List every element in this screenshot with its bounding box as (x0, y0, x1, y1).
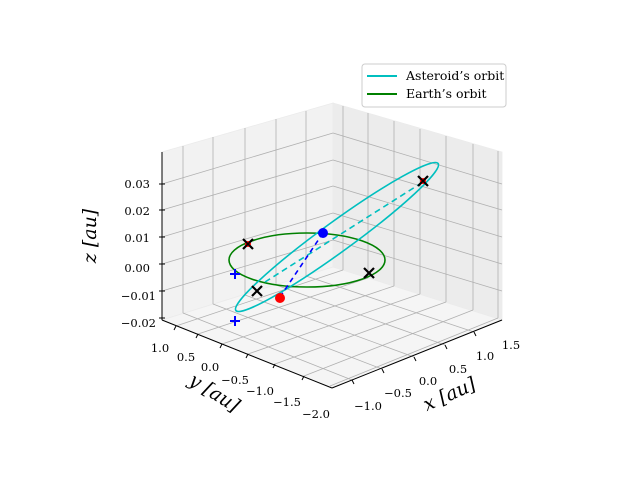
asteroid-apsides-line (264, 181, 424, 283)
y-tick-0.5: 0.5 (177, 350, 195, 364)
earth-position-dot (318, 228, 328, 238)
z-axis-ticks: 0.03 0.02 0.01 0.00 −0.01 −0.02 (121, 177, 165, 330)
legend-label-asteroid: Asteroid’s orbit (405, 68, 504, 83)
y-tick-neg1.5: −1.5 (273, 395, 301, 409)
z-tick-neg0.02: −0.02 (121, 316, 156, 330)
x-tick-0.0: 0.0 (419, 374, 437, 388)
asteroid-orbit (234, 161, 440, 313)
z-tick-0.01: 0.01 (124, 231, 150, 245)
z-tick-0.02: 0.02 (124, 204, 150, 218)
legend: Asteroid’s orbit Earth’s orbit (361, 63, 507, 108)
grid-lines (161, 106, 503, 387)
x-axis-ticks: −1.0 −0.5 0.0 0.5 1.0 1.5 (351, 331, 520, 413)
asteroid-position-dot (275, 293, 285, 303)
axes-panes (160, 102, 504, 389)
y-axis-ticks: 1.0 0.5 0.0 −0.5 −1.0 −1.5 −2.0 (151, 325, 330, 421)
z-tick-neg0.01: −0.01 (121, 289, 156, 303)
x-tick-neg0.5: −0.5 (384, 386, 412, 400)
x-tick-0.5: 0.5 (449, 362, 467, 376)
plus-marker (230, 269, 240, 326)
x-tick-neg1.0: −1.0 (354, 399, 382, 413)
y-tick-1.0: 1.0 (151, 341, 169, 355)
y-tick-neg1.0: −1.0 (246, 384, 274, 398)
z-tick-0.00: 0.00 (124, 261, 150, 275)
y-tick-0.0: 0.0 (201, 360, 219, 374)
x-tick-1.0: 1.0 (476, 349, 494, 363)
y-tick-neg0.5: −0.5 (221, 373, 249, 387)
earth-orbit (228, 232, 386, 288)
legend-label-earth: Earth’s orbit (406, 86, 487, 101)
markers (230, 175, 429, 326)
earth-asteroid-connector (279, 232, 324, 298)
x-axis-line (331, 319, 503, 389)
x-tick-1.5: 1.5 (502, 338, 520, 352)
y-tick-neg2.0: −2.0 (302, 407, 330, 421)
z-axis-label: z [au] (79, 208, 101, 264)
z-tick-0.03: 0.03 (124, 177, 150, 191)
